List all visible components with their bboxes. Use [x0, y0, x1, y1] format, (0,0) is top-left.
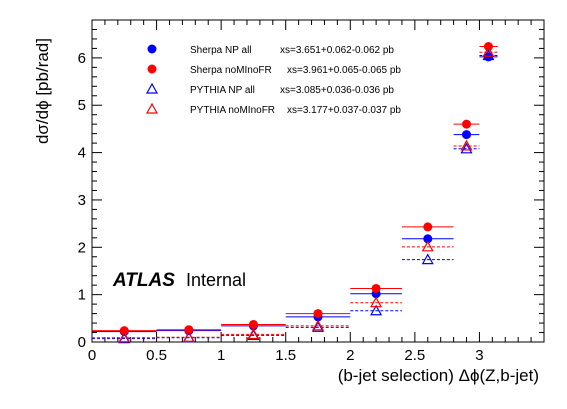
y-tick-label: 3: [78, 192, 86, 209]
y-tick-label: 2: [78, 239, 86, 256]
data-point: [311, 319, 325, 331]
data-point: [423, 222, 433, 232]
legend-entry-name: PYTHIA NP all: [190, 85, 255, 96]
series-3: [92, 45, 498, 343]
data-point: [313, 309, 323, 319]
data-point: [247, 328, 260, 340]
data-point: [182, 331, 195, 342]
y-tick-label: 1: [78, 287, 86, 304]
x-tick-label: 0.5: [146, 347, 167, 364]
legend-entry-xs: xs=3.961+0.065-0.065 pb: [287, 65, 401, 76]
legend-entry-xs: xs=3.177+0.037-0.037 pb: [287, 105, 401, 116]
data-point: [371, 283, 381, 293]
data-point: [311, 321, 325, 332]
data-point: [248, 319, 258, 329]
legend-marker: [145, 82, 159, 94]
x-tick-label: 2.5: [404, 347, 425, 364]
atlas-label: ATLAS: [112, 270, 175, 291]
x-tick-label: 3: [475, 347, 483, 364]
data-point: [460, 139, 473, 151]
legend-entry-name: PYTHIA noMInoFR: [190, 105, 275, 116]
data-point: [118, 331, 131, 343]
data-point: [482, 45, 495, 57]
legend-entry-name: Sherpa NP all: [190, 45, 252, 56]
x-tick-label: 0: [88, 347, 96, 364]
data-point: [421, 253, 434, 265]
legend-entry-xs: xs=3.651+0.062-0.062 pb: [280, 45, 394, 56]
y-axis-label: dσ/dϕ [pb/rad]: [33, 38, 52, 144]
legend-marker: [145, 102, 159, 114]
data-point: [460, 142, 473, 154]
data-point: [462, 119, 472, 129]
legend-entry-xs: xs=3.085+0.036-0.036 pb: [280, 85, 394, 96]
legend-marker: [147, 64, 157, 74]
data-point: [482, 49, 495, 61]
data-point: [462, 130, 472, 140]
atlas-sublabel: Internal: [186, 270, 246, 290]
data-point: [370, 296, 383, 308]
y-tick-label: 6: [78, 50, 86, 67]
y-tick-label: 0: [78, 334, 86, 351]
legend-marker: [147, 44, 157, 54]
data-point: [421, 240, 434, 252]
x-axis-label: (b-jet selection) Δϕ(Z,b-jet): [338, 366, 539, 385]
series-1: [92, 42, 498, 336]
y-tick-label: 5: [78, 97, 86, 114]
legend-entry-name: Sherpa noMInoFR: [190, 65, 272, 76]
x-tick-label: 1.5: [275, 347, 296, 364]
data-point: [370, 304, 383, 316]
y-tick-label: 4: [78, 145, 86, 162]
x-tick-label: 1: [217, 347, 225, 364]
x-tick-label: 2: [346, 347, 354, 364]
